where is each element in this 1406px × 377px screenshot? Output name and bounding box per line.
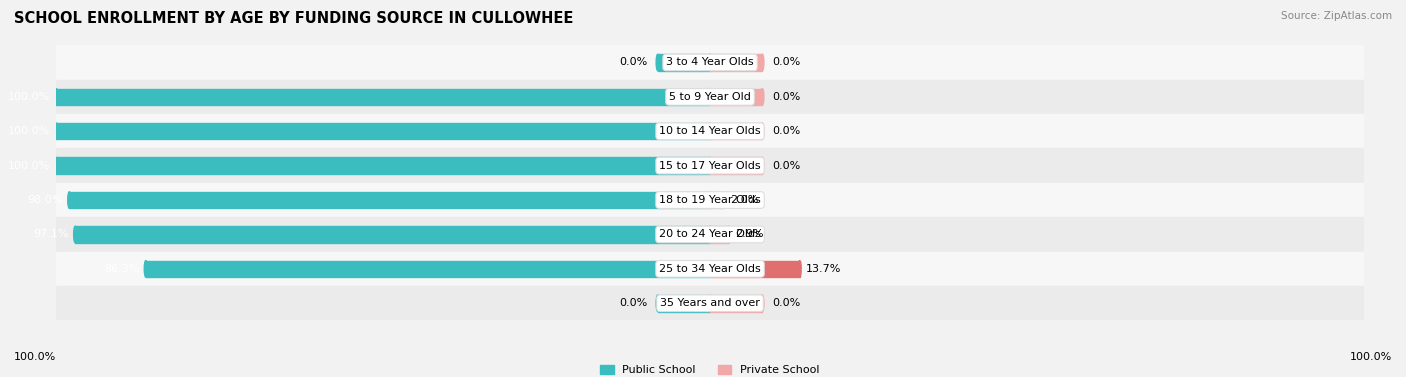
Text: 0.0%: 0.0%	[772, 161, 800, 171]
Circle shape	[55, 89, 58, 105]
Circle shape	[709, 123, 711, 139]
Text: 98.0%: 98.0%	[27, 195, 63, 205]
Circle shape	[145, 261, 148, 277]
Text: 20 to 24 Year Olds: 20 to 24 Year Olds	[659, 230, 761, 239]
Circle shape	[709, 89, 711, 105]
Text: 100.0%: 100.0%	[1350, 352, 1392, 362]
Text: 0.0%: 0.0%	[620, 298, 648, 308]
Bar	[56, 89, 710, 105]
Bar	[710, 226, 728, 243]
Bar	[56, 80, 1364, 114]
Text: 2.9%: 2.9%	[735, 230, 763, 239]
Text: 0.0%: 0.0%	[620, 57, 648, 67]
Circle shape	[709, 261, 711, 277]
Bar	[658, 54, 710, 71]
Circle shape	[799, 261, 801, 277]
Circle shape	[709, 295, 711, 311]
Text: 100.0%: 100.0%	[7, 161, 49, 171]
Circle shape	[761, 54, 763, 71]
Bar	[69, 192, 710, 208]
Circle shape	[55, 157, 58, 174]
Legend: Public School, Private School: Public School, Private School	[600, 365, 820, 375]
Bar	[710, 157, 762, 174]
Text: 3 to 4 Year Olds: 3 to 4 Year Olds	[666, 57, 754, 67]
Text: 97.1%: 97.1%	[34, 230, 69, 239]
Circle shape	[709, 89, 711, 105]
Text: 100.0%: 100.0%	[7, 92, 49, 102]
Circle shape	[761, 123, 763, 139]
Text: 2.0%: 2.0%	[730, 195, 758, 205]
Circle shape	[721, 192, 724, 208]
Circle shape	[709, 295, 711, 311]
Bar	[56, 286, 1364, 320]
Circle shape	[657, 295, 659, 311]
Circle shape	[55, 123, 58, 139]
Bar	[710, 295, 762, 311]
Text: 86.3%: 86.3%	[104, 264, 139, 274]
Bar	[75, 226, 710, 243]
Circle shape	[761, 89, 763, 105]
Bar	[56, 252, 1364, 286]
Bar	[710, 123, 762, 139]
Text: 25 to 34 Year Olds: 25 to 34 Year Olds	[659, 264, 761, 274]
Bar	[710, 261, 800, 277]
Circle shape	[709, 226, 711, 243]
Bar	[710, 54, 762, 71]
Text: 100.0%: 100.0%	[7, 126, 49, 136]
Text: 35 Years and over: 35 Years and over	[659, 298, 761, 308]
Bar	[56, 123, 710, 139]
Circle shape	[761, 295, 763, 311]
Text: 15 to 17 Year Olds: 15 to 17 Year Olds	[659, 161, 761, 171]
Text: Source: ZipAtlas.com: Source: ZipAtlas.com	[1281, 11, 1392, 21]
Circle shape	[709, 261, 711, 277]
Circle shape	[727, 226, 731, 243]
Circle shape	[73, 226, 77, 243]
Text: 0.0%: 0.0%	[772, 126, 800, 136]
Text: 5 to 9 Year Old: 5 to 9 Year Old	[669, 92, 751, 102]
Bar	[56, 217, 1364, 252]
Circle shape	[709, 54, 711, 71]
Circle shape	[709, 123, 711, 139]
Bar	[56, 183, 1364, 217]
Text: 0.0%: 0.0%	[772, 57, 800, 67]
Bar	[56, 149, 1364, 183]
Circle shape	[709, 192, 711, 208]
Bar	[710, 89, 762, 105]
Circle shape	[761, 157, 763, 174]
Circle shape	[709, 192, 711, 208]
Bar	[658, 295, 710, 311]
Circle shape	[657, 54, 659, 71]
Bar	[56, 45, 1364, 80]
Text: 13.7%: 13.7%	[806, 264, 842, 274]
Circle shape	[67, 192, 70, 208]
Circle shape	[709, 157, 711, 174]
Text: 100.0%: 100.0%	[14, 352, 56, 362]
Circle shape	[709, 54, 711, 71]
Bar	[56, 114, 1364, 149]
Text: 18 to 19 Year Olds: 18 to 19 Year Olds	[659, 195, 761, 205]
Bar	[146, 261, 710, 277]
Text: SCHOOL ENROLLMENT BY AGE BY FUNDING SOURCE IN CULLOWHEE: SCHOOL ENROLLMENT BY AGE BY FUNDING SOUR…	[14, 11, 574, 26]
Circle shape	[709, 226, 711, 243]
Bar	[56, 157, 710, 174]
Text: 0.0%: 0.0%	[772, 298, 800, 308]
Circle shape	[709, 157, 711, 174]
Text: 10 to 14 Year Olds: 10 to 14 Year Olds	[659, 126, 761, 136]
Text: 0.0%: 0.0%	[772, 92, 800, 102]
Bar	[710, 192, 723, 208]
